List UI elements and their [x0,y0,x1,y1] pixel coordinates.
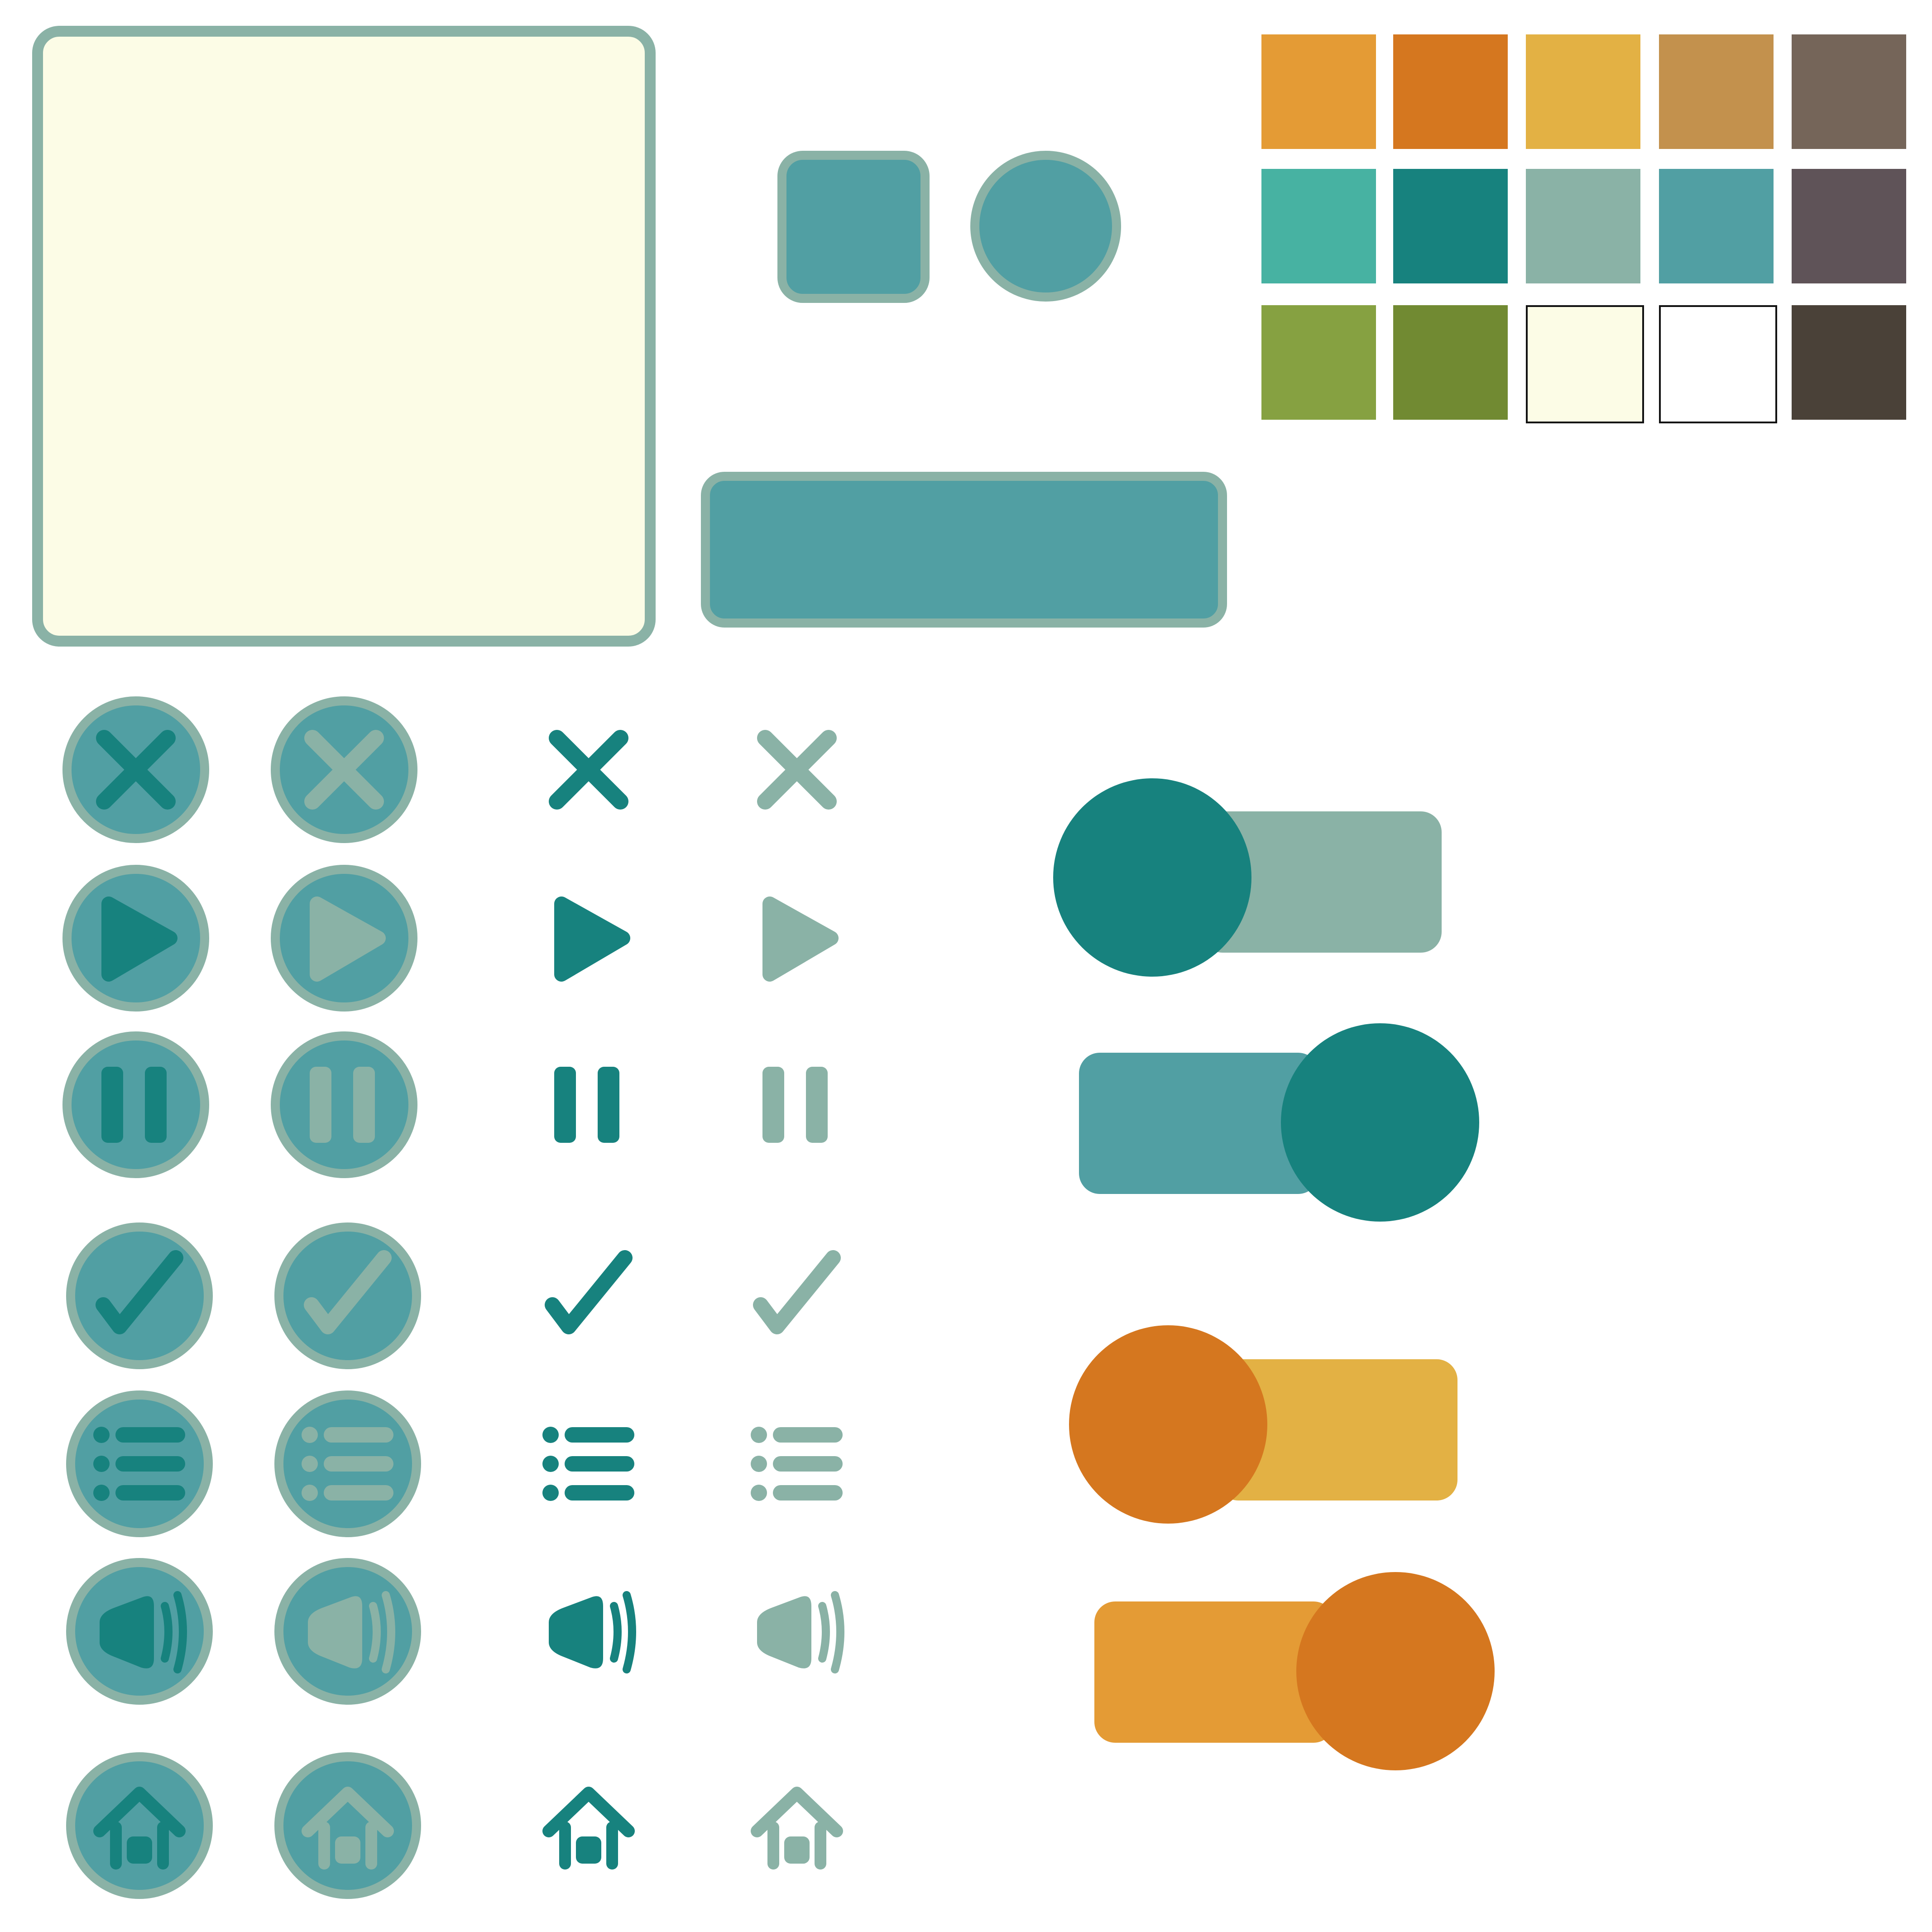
volume-button-light[interactable] [274,1558,421,1705]
content-panel [32,26,656,647]
list-icon [93,1427,185,1501]
swatch-r1-c2 [1393,34,1508,149]
swatch-r3-c1 [1261,305,1376,420]
square-button[interactable] [777,151,930,303]
pause-button-light[interactable] [271,1031,417,1178]
volume-icon[interactable] [757,1591,844,1673]
close-icon [96,730,176,810]
play-button-light[interactable] [271,865,417,1012]
swatch-r3-c2 [1393,305,1508,420]
toggle-knob [1069,1325,1267,1524]
toggle-knob [1053,778,1251,977]
list-icon[interactable] [751,1427,843,1501]
check-button-dark[interactable] [66,1222,213,1369]
home-icon[interactable] [542,1787,635,1870]
pause-button-dark[interactable] [62,1031,209,1178]
close-icon[interactable] [757,730,837,810]
check-icon[interactable] [545,1250,633,1334]
swatch-r1-c4 [1659,34,1774,149]
check-icon[interactable] [753,1250,841,1334]
swatch-r3-c3 [1526,305,1644,423]
pause-icon[interactable] [554,1067,619,1143]
swatch-r2-c1 [1261,169,1376,283]
play-icon[interactable] [762,896,839,982]
list-button-dark[interactable] [66,1390,213,1537]
volume-button-dark[interactable] [66,1558,213,1705]
pause-icon [310,1067,375,1143]
play-icon [101,896,177,982]
home-button-dark[interactable] [66,1752,213,1899]
swatch-r2-c4 [1659,169,1774,283]
volume-icon[interactable] [549,1591,636,1673]
close-button-light[interactable] [271,696,417,843]
swatch-r1-c1 [1261,34,1376,149]
close-button-dark[interactable] [62,696,209,843]
play-icon[interactable] [554,896,630,982]
volume-icon [308,1591,395,1673]
play-button-dark[interactable] [62,865,209,1012]
swatch-r1-c3 [1526,34,1640,149]
list-icon [302,1427,393,1501]
swatch-r2-c2 [1393,169,1508,283]
toggle-track [1094,1601,1334,1743]
volume-icon [100,1591,187,1673]
pause-icon [101,1067,167,1143]
play-icon [310,896,386,982]
check-button-light[interactable] [274,1222,421,1369]
home-icon [93,1787,186,1870]
swatch-r2-c3 [1526,169,1640,283]
check-icon [96,1250,183,1334]
toggle-knob [1296,1572,1495,1770]
home-button-light[interactable] [274,1752,421,1899]
wide-button[interactable] [701,472,1227,628]
toggle-track [1079,1053,1319,1194]
swatch-r2-c5 [1792,169,1906,283]
swatch-r3-c5 [1792,305,1906,420]
check-icon [304,1250,392,1334]
toggle-knob [1281,1023,1479,1222]
pause-icon[interactable] [762,1067,828,1143]
home-icon [302,1787,394,1870]
swatch-r3-c4 [1659,305,1777,423]
swatch-r1-c5 [1792,34,1906,149]
close-icon [304,730,384,810]
home-icon[interactable] [751,1787,843,1870]
list-icon[interactable] [542,1427,634,1501]
close-icon[interactable] [549,730,628,810]
list-button-light[interactable] [274,1390,421,1537]
